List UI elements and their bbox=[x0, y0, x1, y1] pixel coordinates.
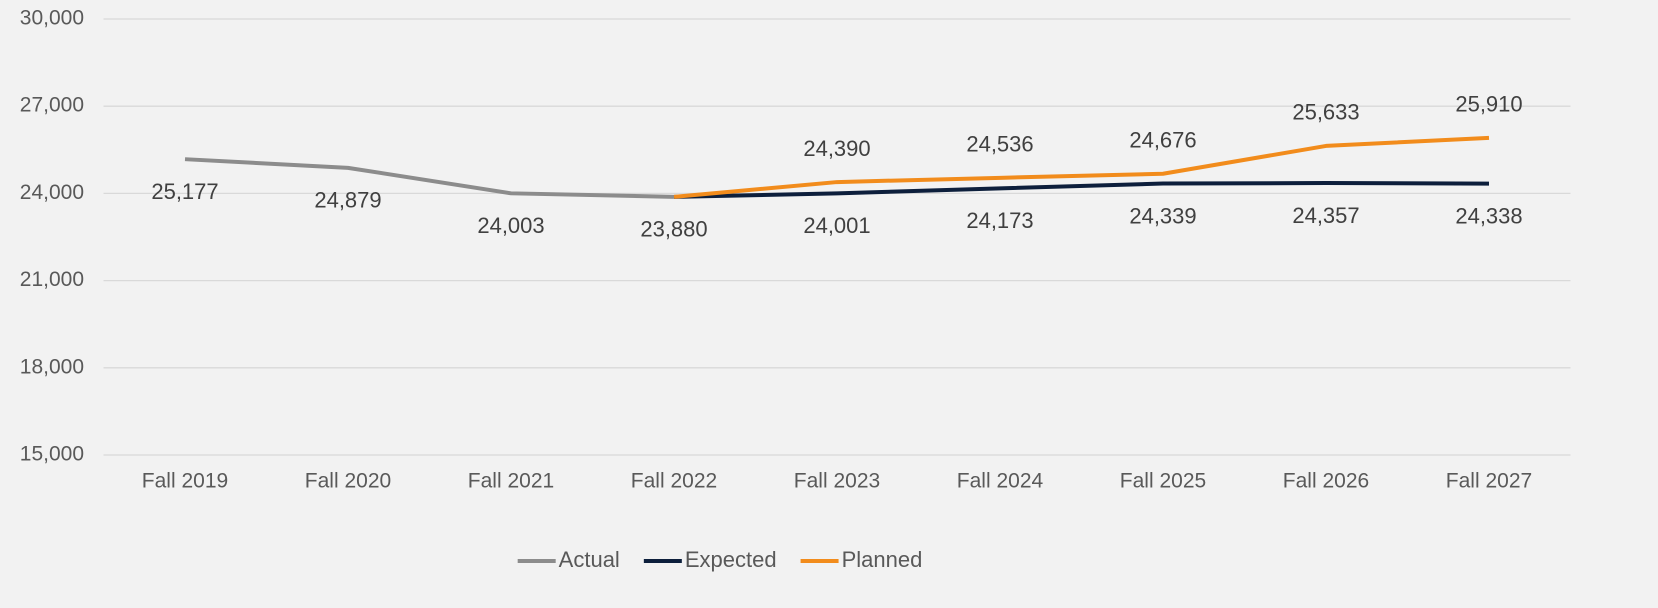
data-label: 24,390 bbox=[803, 136, 870, 161]
data-label: 24,676 bbox=[1129, 128, 1196, 153]
legend-label: Planned bbox=[842, 547, 923, 572]
data-label: 24,001 bbox=[803, 213, 870, 238]
series-line bbox=[673, 181, 1490, 199]
y-tick-label: 30,000 bbox=[20, 7, 84, 30]
data-label: 25,633 bbox=[1292, 100, 1359, 125]
data-label: 24,339 bbox=[1129, 203, 1196, 228]
y-tick-label: 21,000 bbox=[20, 268, 84, 291]
data-label: 25,910 bbox=[1455, 92, 1522, 117]
x-tick-label: Fall 2021 bbox=[468, 470, 554, 493]
legend: Actual Expected Planned bbox=[517, 547, 923, 572]
data-label: 23,880 bbox=[640, 217, 707, 242]
x-tick-label: Fall 2019 bbox=[142, 470, 228, 493]
series-line bbox=[673, 135, 1490, 199]
x-tick-label: Fall 2025 bbox=[1120, 470, 1206, 493]
legend-label: Actual bbox=[559, 547, 620, 572]
data-label: 24,879 bbox=[314, 188, 381, 213]
y-tick-label: 24,000 bbox=[20, 181, 84, 204]
x-tick-label: Fall 2024 bbox=[957, 470, 1044, 493]
x-tick-label: Fall 2023 bbox=[794, 470, 880, 493]
data-label: 24,003 bbox=[477, 213, 544, 238]
x-tick-label: Fall 2022 bbox=[631, 470, 717, 493]
x-tick-label: Fall 2026 bbox=[1283, 470, 1369, 493]
data-label: 25,177 bbox=[151, 179, 218, 204]
y-tick-label: 15,000 bbox=[20, 443, 84, 466]
data-label: 24,536 bbox=[966, 132, 1033, 157]
y-tick-label: 27,000 bbox=[20, 94, 84, 117]
legend-label: Expected bbox=[685, 547, 777, 572]
data-label: 24,338 bbox=[1455, 203, 1522, 228]
data-label: 24,357 bbox=[1292, 203, 1359, 228]
y-tick-label: 18,000 bbox=[20, 355, 84, 378]
series-line bbox=[184, 157, 675, 199]
x-tick-label: Fall 2020 bbox=[305, 470, 391, 493]
data-label: 24,173 bbox=[966, 208, 1033, 233]
x-tick-label: Fall 2027 bbox=[1446, 470, 1532, 493]
